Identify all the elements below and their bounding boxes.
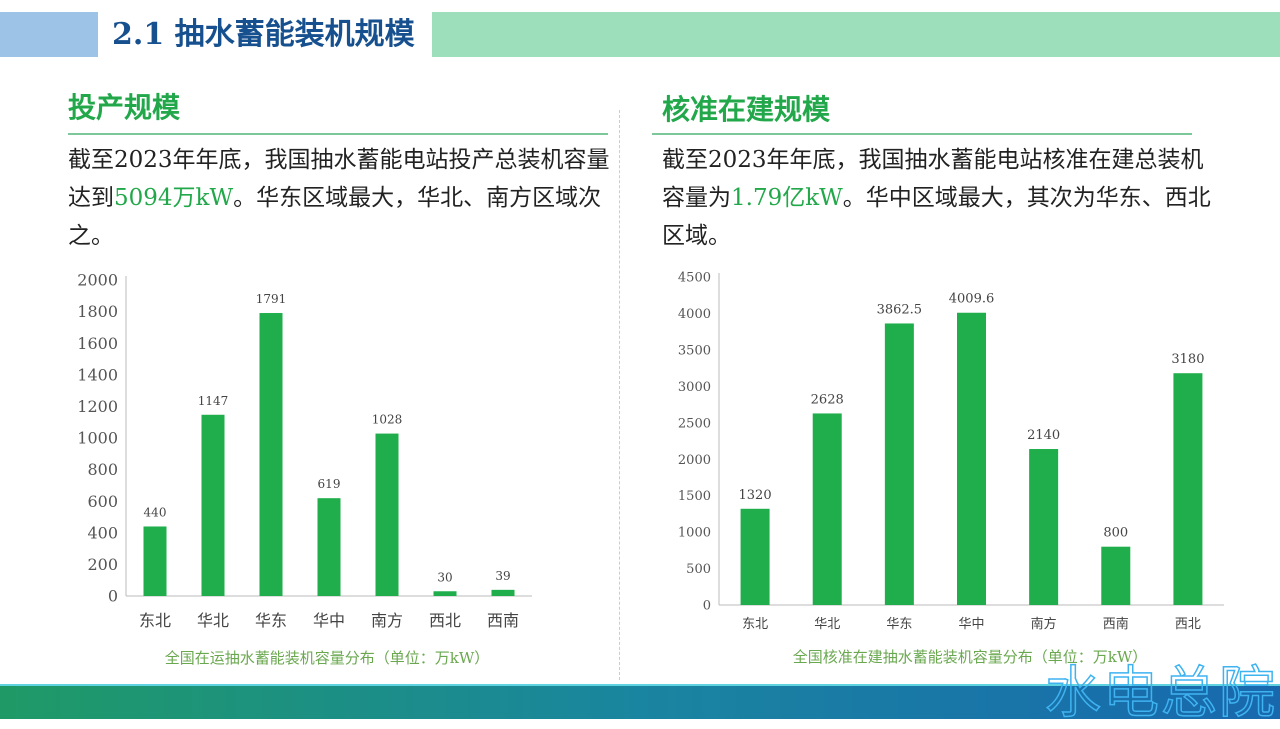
bar xyxy=(433,591,457,596)
x-category-label: 华中 xyxy=(958,617,984,632)
header-blue-block xyxy=(0,12,98,57)
under-construction-description: 截至2023年年底，我国抽水蓄能电站核准在建总装机容量为1.79亿kW。华中区域… xyxy=(662,141,1212,255)
data-label: 30 xyxy=(437,570,452,584)
x-category-label: 华东 xyxy=(886,617,912,632)
y-tick-label: 1500 xyxy=(678,489,711,504)
x-category-label: 华北 xyxy=(197,611,229,630)
data-label: 619 xyxy=(318,477,341,491)
desc-text: 截至2023年年底，我国抽水蓄能电站投产总装机容量达到 xyxy=(68,147,610,211)
y-tick-label: 2000 xyxy=(678,453,711,468)
in-operation-description: 截至2023年年底，我国抽水蓄能电站投产总装机容量达到5094万kW。华东区域最… xyxy=(68,141,618,255)
y-tick-label: 3500 xyxy=(678,343,711,358)
y-tick-label: 0 xyxy=(108,587,118,606)
y-tick-label: 0 xyxy=(703,599,711,614)
bar xyxy=(1173,373,1203,605)
data-label: 2628 xyxy=(811,392,844,407)
bar xyxy=(259,313,283,596)
data-label: 1791 xyxy=(256,292,287,306)
x-category-label: 南方 xyxy=(1031,616,1057,632)
in-operation-bar-chart: 0 200 400 600 800 1000 1200 1400 1600 1800 2000 440… xyxy=(77,271,532,630)
bar xyxy=(884,323,914,605)
data-label: 4009.6 xyxy=(949,292,995,307)
data-label: 3862.5 xyxy=(877,302,923,317)
x-category-label: 华中 xyxy=(313,611,345,630)
section-rule xyxy=(652,133,1192,135)
desc-text: 截至2023年年底，我国抽水蓄能电站核准在建总装机容量为 xyxy=(662,147,1204,211)
x-category-label: 西南 xyxy=(1103,616,1129,632)
y-tick-label: 1000 xyxy=(77,429,118,448)
data-label: 1320 xyxy=(739,488,772,503)
section-heading-in-operation: 投产规模 xyxy=(68,91,181,124)
y-tick-label: 1600 xyxy=(77,334,118,353)
y-tick-label: 800 xyxy=(87,460,118,479)
footer-line xyxy=(0,684,1280,686)
bar xyxy=(1101,546,1131,605)
data-label: 39 xyxy=(495,569,510,583)
watermark-logo: 水电总院 xyxy=(1044,660,1277,727)
bar xyxy=(375,433,399,596)
under-construction-bar-chart: 0 500 1000 1500 2000 2500 3000 3500 4000 4500 1320… xyxy=(678,271,1224,632)
x-category-label: 南方 xyxy=(371,611,403,630)
y-tick-label: 2000 xyxy=(77,271,118,290)
chart-caption-right: 全国核准在建抽水蓄能装机容量分布（单位：万kW） xyxy=(792,648,1148,666)
y-tick-label: 600 xyxy=(87,492,118,511)
y-tick-label: 4500 xyxy=(678,271,711,286)
bar xyxy=(957,312,986,605)
bar xyxy=(740,508,770,605)
desc-highlight: 1.79亿kW xyxy=(731,185,843,211)
bar xyxy=(317,498,341,596)
y-tick-label: 400 xyxy=(87,523,118,542)
x-category-label: 西北 xyxy=(1175,617,1201,632)
data-label: 2140 xyxy=(1027,428,1060,443)
data-label: 440 xyxy=(144,505,167,519)
x-category-label: 西北 xyxy=(429,611,461,630)
y-tick-label: 3000 xyxy=(678,380,711,395)
y-tick-label: 1400 xyxy=(77,365,118,384)
bar xyxy=(201,414,225,596)
desc-text: 。华中区域最大，其次为华东、西北区域。 xyxy=(662,185,1211,249)
y-tick-label: 2500 xyxy=(678,416,711,431)
y-tick-label: 1000 xyxy=(678,526,711,541)
footer-band xyxy=(0,686,1280,719)
section-rule xyxy=(68,133,608,135)
bar xyxy=(143,526,167,596)
data-label: 3180 xyxy=(1171,352,1204,367)
y-tick-label: 200 xyxy=(87,555,118,574)
y-tick-label: 500 xyxy=(686,562,711,577)
desc-text: 。华东区域最大，华北、南方区域次之。 xyxy=(68,185,602,249)
bar xyxy=(1029,449,1059,605)
x-category-label: 西南 xyxy=(487,611,519,630)
data-label: 1028 xyxy=(372,413,403,427)
bar xyxy=(491,589,515,596)
x-category-label: 华北 xyxy=(814,617,840,632)
desc-highlight: 5094万kW xyxy=(114,185,234,211)
x-category-label: 东北 xyxy=(139,611,171,630)
x-category-label: 华东 xyxy=(255,611,287,630)
data-label: 1147 xyxy=(198,394,229,408)
bar xyxy=(812,413,842,605)
column-divider xyxy=(619,110,620,680)
chart-caption-left: 全国在运抽水蓄能装机容量分布（单位：万kW） xyxy=(164,649,490,667)
section-heading-under-construction: 核准在建规模 xyxy=(662,93,831,126)
y-tick-label: 4000 xyxy=(678,307,711,322)
y-tick-label: 1200 xyxy=(77,397,118,416)
x-category-label: 东北 xyxy=(742,617,768,632)
data-label: 800 xyxy=(1103,526,1128,541)
header-green-block xyxy=(432,12,1280,57)
y-tick-label: 1800 xyxy=(77,302,118,321)
page-title: 2.1 抽水蓄能装机规模 xyxy=(112,17,415,52)
